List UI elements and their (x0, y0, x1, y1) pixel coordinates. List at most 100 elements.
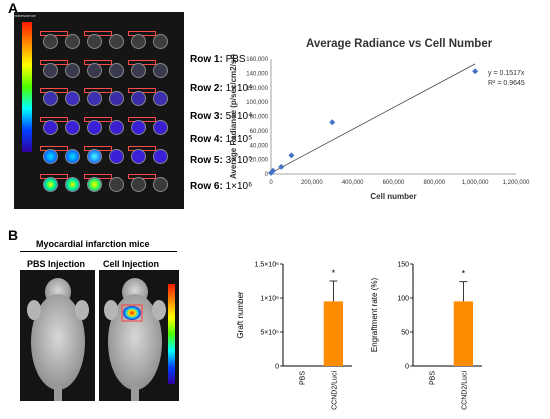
x-tick-label: 400,000 (342, 180, 364, 186)
plate-well (65, 120, 80, 135)
plate-well (131, 34, 146, 49)
plate-well (109, 34, 124, 49)
pbs-injection-label: PBS Injection (27, 259, 86, 269)
plate-well (109, 63, 124, 78)
y-tick-label: 20,000 (250, 158, 269, 164)
plate-well (153, 177, 168, 192)
row-label-value: PBS (225, 54, 246, 65)
row-label-name: Row 2: (190, 83, 226, 94)
plate-well (87, 34, 102, 49)
y-tick-label: 1×10⁶ (260, 296, 279, 303)
y-tick-label: 1.5×10⁶ (255, 262, 280, 269)
plate-well (109, 120, 124, 135)
bar (453, 301, 474, 366)
plate-well (43, 91, 58, 106)
plate-well (87, 177, 102, 192)
row-label: Row 5: 3×10⁵ (190, 155, 252, 166)
plate-well (87, 120, 102, 135)
row-label: Row 1: PBS (190, 54, 246, 65)
plate-well (131, 91, 146, 106)
category-label: PBS (300, 371, 307, 385)
plate-well (87, 149, 102, 164)
plate-well (65, 63, 80, 78)
plate-well (131, 63, 146, 78)
y-axis-label: Graft number (236, 291, 245, 338)
plate-well (87, 63, 102, 78)
plate-well (153, 149, 168, 164)
cell-injection-label: Cell Injection (103, 259, 160, 269)
y-tick-label: 100,000 (246, 100, 268, 106)
plate-well (43, 149, 58, 164)
y-tick-label: 60,000 (250, 129, 269, 135)
y-tick-label: 0 (405, 364, 409, 371)
plate-well (65, 91, 80, 106)
row-label-name: Row 5: (190, 155, 226, 166)
plate-well (153, 63, 168, 78)
row-label-value: 1×10⁴ (225, 83, 253, 94)
trendline-equation: y = 0.1517x (488, 70, 525, 77)
x-tick-label: 1,000,000 (462, 180, 489, 186)
y-tick-label: 0 (265, 172, 269, 178)
y-axis-label: Average Radiance (p/sec/cm2/sr) (229, 54, 238, 179)
row-label-value: 1×10⁵ (225, 134, 253, 145)
y-tick-label: 5×10⁵ (260, 330, 279, 337)
category-label: CCND2/Luci (331, 371, 338, 410)
x-axis-label: Cell number (370, 192, 416, 201)
plate-well (43, 63, 58, 78)
row-label-value: 1×10⁶ (225, 181, 253, 192)
y-tick-label: 150 (397, 262, 409, 269)
row-label-name: Row 1: (190, 54, 226, 65)
scatter-chart-title: Average Radiance vs Cell Number (306, 38, 493, 50)
plate-well (153, 34, 168, 49)
plate-well (43, 177, 58, 192)
significance-marker: * (332, 268, 336, 278)
cell-mouse-photo (99, 270, 179, 401)
row-label-name: Row 4: (190, 134, 226, 145)
row-label: Row 6: 1×10⁶ (190, 181, 252, 192)
x-tick-label: 1,200,000 (503, 180, 530, 186)
row-label: Row 2: 1×10⁴ (190, 83, 252, 94)
plate-well (131, 177, 146, 192)
plate-colorbar-title: Luminescence (10, 13, 36, 18)
pbs-mouse-photo (20, 270, 95, 401)
plate-colorbar (22, 22, 32, 152)
row-label-name: Row 6: (190, 181, 226, 192)
y-tick-label: 0 (275, 364, 279, 371)
plate-well (109, 149, 124, 164)
r-squared: R² = 0.9645 (488, 80, 525, 87)
plate-well (87, 91, 102, 106)
bar (323, 301, 344, 366)
y-tick-label: 160,000 (246, 57, 268, 63)
row-label-name: Row 3: (190, 111, 226, 122)
category-label: PBS (430, 371, 437, 385)
plate-well (153, 91, 168, 106)
plate-well (109, 91, 124, 106)
row-label: Row 4: 1×10⁵ (190, 134, 252, 145)
y-tick-label: 120,000 (246, 86, 268, 92)
panel-a-label: A (8, 0, 19, 16)
plate-well (131, 120, 146, 135)
y-tick-label: 50 (401, 330, 409, 337)
plate-well (153, 120, 168, 135)
x-tick-label: 800,000 (423, 180, 445, 186)
plate-well (65, 149, 80, 164)
x-tick-label: 600,000 (383, 180, 405, 186)
pbs-mouse-silhouette (27, 278, 89, 401)
x-tick-label: 0 (269, 180, 273, 186)
row-label-value: 3×10⁵ (225, 155, 253, 166)
row-label-value: 5×10⁴ (225, 111, 253, 122)
mouse-colorbar (168, 284, 175, 384)
y-axis-label: Engraftment rate (%) (370, 278, 379, 353)
plate-well (109, 177, 124, 192)
scatter-chart: 0 20,000 40,000 60,000 80,000 100,000 120,000 1… (229, 54, 530, 201)
y-tick-label: 80,000 (250, 115, 269, 121)
significance-marker: * (462, 269, 466, 279)
y-tick-label: 100 (397, 296, 409, 303)
plate-well (65, 177, 80, 192)
plate-well (65, 34, 80, 49)
cell-mouse-silhouette (104, 278, 166, 401)
engraftment-rate-plot: 0 50 100 150 PBS * CCND2/Luci Engraftment rate … (370, 262, 482, 410)
data-point (288, 152, 295, 159)
plate-well (43, 34, 58, 49)
mice-header-underline (20, 251, 177, 252)
